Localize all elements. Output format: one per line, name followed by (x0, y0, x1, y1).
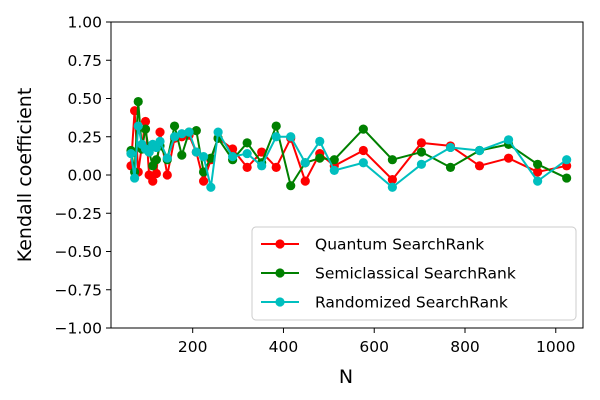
y-tick-label: 0.25 (67, 128, 102, 146)
data-point (133, 121, 143, 131)
data-point (416, 159, 427, 169)
data-point (133, 96, 143, 107)
data-point (177, 150, 187, 160)
data-point (286, 181, 296, 191)
data-point (140, 124, 151, 134)
data-point (387, 174, 397, 185)
legend-box (251, 226, 577, 321)
legend-label: Quantum SearchRank (315, 236, 484, 254)
y-tick-label: 0.75 (67, 52, 102, 70)
data-point (286, 132, 296, 142)
data-point (474, 145, 485, 156)
data-point (271, 132, 281, 142)
x-tick-label: 1000 (536, 338, 575, 356)
data-point (271, 162, 281, 172)
x-axis-label: N (339, 366, 353, 388)
data-point (416, 138, 427, 148)
legend-label: Randomized SearchRank (315, 294, 508, 312)
data-point (148, 176, 158, 186)
data-point (242, 138, 252, 148)
data-point (155, 136, 165, 146)
data-point (228, 152, 238, 162)
data-point (191, 147, 201, 157)
data-point (533, 176, 543, 186)
data-point (198, 152, 209, 162)
series-line (129, 100, 568, 187)
y-tick-label: −0.25 (55, 205, 103, 223)
data-point (315, 153, 325, 163)
data-point (300, 176, 310, 186)
data-point (257, 161, 267, 171)
data-point (140, 116, 151, 127)
y-tick-label: 1.00 (67, 14, 102, 32)
y-tick-label: −0.50 (55, 243, 103, 261)
data-point (169, 132, 180, 142)
data-point (445, 142, 456, 153)
data-point (151, 155, 161, 165)
data-point (213, 127, 223, 137)
data-point (126, 148, 136, 159)
legend-label: Semiclassical SearchRank (315, 265, 516, 283)
data-point (503, 135, 514, 145)
legend-marker (275, 268, 285, 278)
data-point (151, 168, 161, 179)
y-axis-label: Kendall coefficient (14, 88, 36, 263)
ticks: 200 400 600 800 1000 1.00 0.75 0.50 0.25 0.00 −0.2… (55, 14, 576, 357)
data-point (155, 127, 165, 137)
data-point (162, 153, 172, 163)
x-tick-label: 400 (269, 338, 299, 356)
data-point (242, 148, 252, 159)
legend: Quantum SearchRank Semiclassical SearchRa… (251, 226, 577, 321)
data-point (130, 173, 140, 183)
x-tick-label: 200 (178, 338, 208, 356)
legend-marker (275, 239, 285, 249)
data-point (503, 153, 514, 163)
data-point (358, 124, 368, 134)
data-point (387, 155, 397, 165)
data-point (562, 155, 572, 165)
y-tick-label: −1.00 (55, 320, 103, 338)
legend-item: Quantum SearchRank (261, 236, 484, 254)
legend-item: Randomized SearchRank (261, 294, 508, 312)
x-tick-label: 800 (450, 338, 480, 356)
data-point (329, 155, 339, 165)
data-point (315, 136, 325, 146)
series-3 (126, 121, 572, 192)
data-point (162, 170, 172, 180)
y-tick-label: −0.75 (55, 281, 103, 299)
data-point (177, 129, 187, 139)
data-point (358, 158, 368, 168)
data-point (206, 153, 216, 163)
data-point (358, 145, 368, 156)
data-point (562, 173, 572, 183)
data-point (474, 161, 485, 171)
data-point (271, 121, 281, 131)
data-point (533, 159, 543, 169)
data-point (300, 158, 310, 168)
legend-item: Semiclassical SearchRank (261, 265, 516, 283)
series-group (126, 96, 572, 192)
y-tick-label: 0.00 (67, 167, 102, 185)
data-point (445, 162, 456, 172)
data-point (198, 176, 209, 186)
data-point (169, 121, 180, 131)
data-point (191, 126, 201, 136)
data-point (387, 182, 397, 192)
data-point (416, 147, 427, 157)
legend-marker (275, 297, 285, 307)
y-tick-label: 0.50 (67, 90, 102, 108)
x-tick-label: 600 (359, 338, 389, 356)
data-point (184, 127, 194, 137)
data-point (242, 162, 252, 172)
data-point (206, 182, 216, 192)
data-point (533, 167, 543, 177)
data-point (329, 165, 339, 176)
data-point (144, 147, 154, 157)
